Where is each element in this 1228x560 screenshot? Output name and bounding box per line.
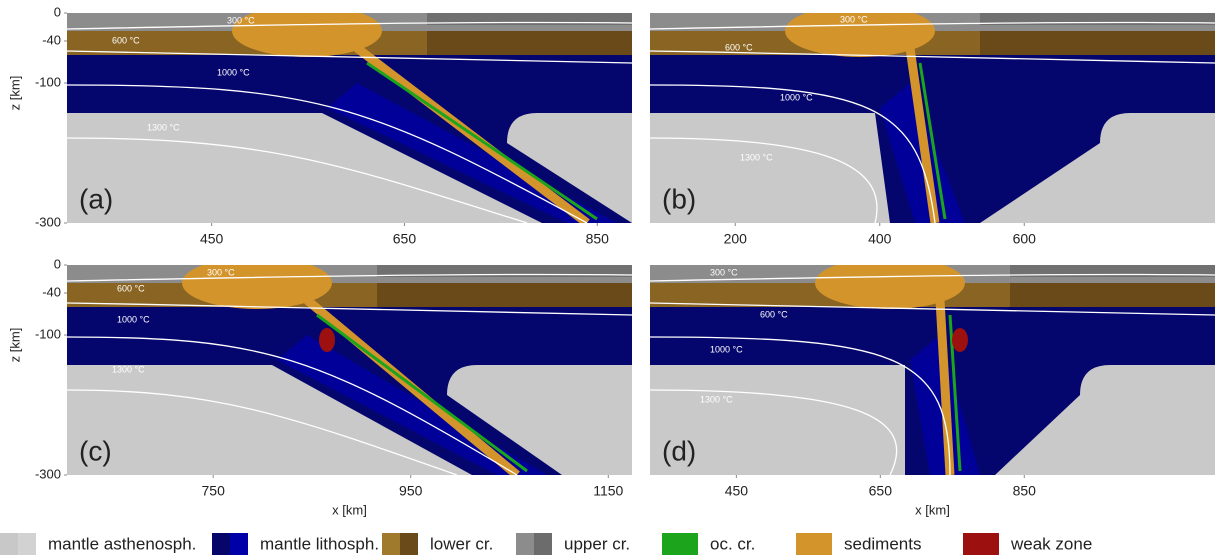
panel: [67, 257, 632, 475]
legend-label: sediments: [844, 534, 921, 553]
panel: [67, 5, 632, 223]
panel-label: (d): [662, 435, 696, 466]
panel: [650, 257, 1215, 475]
legend-swatch: [662, 533, 698, 555]
panel: [650, 5, 1215, 223]
panel-label: (c): [79, 435, 112, 466]
isotherm-label: 1000 °C: [710, 344, 743, 354]
lower-crust-right: [377, 283, 632, 307]
panel-label: (a): [79, 183, 113, 214]
isotherm-label: 1000 °C: [780, 92, 813, 102]
y-tick-label: -100: [35, 74, 61, 89]
legend-swatch: [18, 533, 36, 555]
isotherm-label: 1300 °C: [147, 122, 180, 132]
legend-swatch: [382, 533, 400, 555]
x-tick-label: 950: [399, 483, 423, 499]
x-tick-label: 450: [200, 231, 224, 247]
y-axis-label: z [km]: [7, 328, 22, 363]
figure: 300 °C 600 °C 1000 °C 1300 °C (a) 450 650 850 0 -…: [0, 0, 1228, 555]
y-tick-label: 0: [54, 256, 61, 271]
x-axis-label: x [km]: [915, 502, 950, 517]
legend-label: weak zone: [1010, 534, 1092, 553]
x-tick-label: 600: [1013, 231, 1037, 247]
isotherm-label: 1300 °C: [740, 152, 773, 162]
x-tick-label: 650: [393, 231, 417, 247]
x-tick-label: 850: [1013, 483, 1037, 499]
x-tick-label: 1150: [593, 483, 623, 499]
isotherm-label: 1300 °C: [700, 394, 733, 404]
panel-label: (b): [662, 183, 696, 214]
isotherm-label: 300 °C: [710, 267, 738, 277]
isotherm-label: 1300 °C: [112, 364, 145, 374]
weak-zone: [319, 328, 335, 352]
isotherm-label: 1000 °C: [117, 314, 150, 324]
lower-crust-right: [1010, 283, 1215, 307]
lower-crust-right: [427, 31, 632, 55]
legend-label: mantle asthenosph.: [48, 534, 196, 553]
x-tick-label: 400: [868, 231, 892, 247]
legend-label: upper cr.: [564, 534, 630, 553]
legend-label: mantle lithosph.: [260, 534, 379, 553]
y-tick-label: -300: [35, 214, 61, 229]
isotherm-label: 600 °C: [760, 309, 788, 319]
y-tick-label: -100: [35, 326, 61, 341]
x-tick-label: 750: [202, 483, 226, 499]
weak-zone: [952, 328, 968, 352]
x-tick-label: 200: [724, 231, 748, 247]
legend-swatch: [796, 533, 832, 555]
legend-swatch: [963, 533, 999, 555]
legend-swatch: [0, 533, 18, 555]
x-tick-label: 650: [869, 483, 893, 499]
legend-swatch: [212, 533, 230, 555]
y-tick-label: 0: [54, 4, 61, 19]
y-axis-label: z [km]: [7, 76, 22, 111]
legend-label: oc. cr.: [710, 534, 755, 553]
isotherm-label: 600 °C: [725, 42, 753, 52]
legend-swatch: [516, 533, 534, 555]
y-tick-label: -300: [35, 466, 61, 481]
y-tick-label: -40: [42, 284, 61, 299]
x-tick-label: 850: [586, 231, 610, 247]
isotherm-label: 300 °C: [207, 267, 235, 277]
isotherm-label: 600 °C: [112, 35, 140, 45]
x-tick-label: 450: [725, 483, 749, 499]
isotherm-label: 600 °C: [117, 283, 145, 293]
legend-swatch: [534, 533, 552, 555]
isotherm-label: 300 °C: [840, 14, 868, 24]
legend-swatch: [400, 533, 418, 555]
y-tick-label: -40: [42, 32, 61, 47]
lower-crust-right: [980, 31, 1215, 55]
x-axis-label: x [km]: [332, 502, 367, 517]
legend-label: lower cr.: [430, 534, 493, 553]
isotherm-label: 300 °C: [227, 15, 255, 25]
isotherm-label: 1000 °C: [217, 67, 250, 77]
legend-swatch: [230, 533, 248, 555]
